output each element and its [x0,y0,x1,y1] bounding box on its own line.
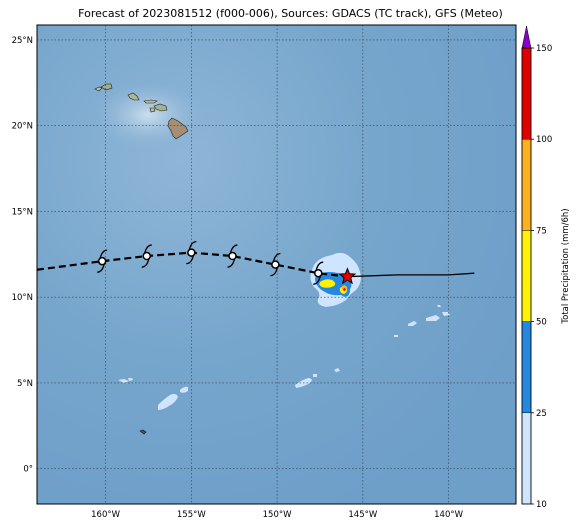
lon-tick-label: 145°W [348,510,377,520]
colorbar-tick-label: 10 [536,500,547,510]
cyclone-symbol [141,244,152,268]
colorbar-segment [521,138,532,231]
cyclone-track [37,240,475,285]
forecast-track-line [347,272,475,278]
island-kiritimati [139,429,147,435]
past-track-line [37,251,348,278]
lat-tick-label: 25°N [12,36,33,46]
lat-tick-label: 10°N [12,293,33,303]
island-big-island [167,117,189,140]
cyclone-symbol [270,252,281,277]
lat-tick-label: 15°N [12,207,33,217]
colorbar-segment [521,412,532,505]
island-lanai [149,107,156,113]
map-panel [37,25,516,504]
lon-axis: 160°W 155°W 150°W 145°W 140°W [91,510,463,520]
colorbar-frame [521,47,532,505]
precip-colorbar: 10 25 50 75 100 150 Total Precipitation (mm/6h… [521,25,571,510]
precip-extreme [343,288,346,291]
colorbar-segment [521,47,532,140]
cyclone-symbol [227,244,238,268]
island-maui [153,103,168,112]
colorbar-tick-label: 50 [536,318,547,328]
colorbar-extend-arrow [521,25,532,49]
cyclone-symbol [313,261,324,285]
colorbar-tick-label: 100 [536,135,552,145]
colorbar-segment [521,230,532,322]
colorbar-tick-label: 75 [536,226,547,236]
island-oahu [127,92,140,101]
lat-tick-label: 0° [23,465,33,475]
lat-tick-label: 20°N [12,122,33,132]
cyclone-symbol [186,240,197,265]
island-kauai [100,83,113,91]
colorbar-tick-label: 150 [536,44,552,54]
island-niihau [94,86,103,92]
colorbar-tick-label: 25 [536,409,547,419]
lat-axis: 25°N 20°N 15°N 10°N 5°N 0° [12,36,33,475]
island-molokai [143,99,158,104]
current-position-star-icon [338,267,357,285]
lon-tick-label: 160°W [91,510,120,520]
lon-tick-label: 140°W [434,510,463,520]
hawaiian-islands [94,83,189,140]
lat-tick-label: 5°N [17,379,33,389]
map-frame [36,24,517,505]
colorbar-label: Total Precipitation (mm/6h) [561,208,571,324]
colorbar-segment [521,321,532,414]
lon-tick-label: 155°W [177,510,206,520]
map-title: Forecast of 2023081512 (f000-006), Sourc… [78,7,503,20]
lon-tick-label: 150°W [263,510,292,520]
cyclone-symbol [97,249,108,273]
